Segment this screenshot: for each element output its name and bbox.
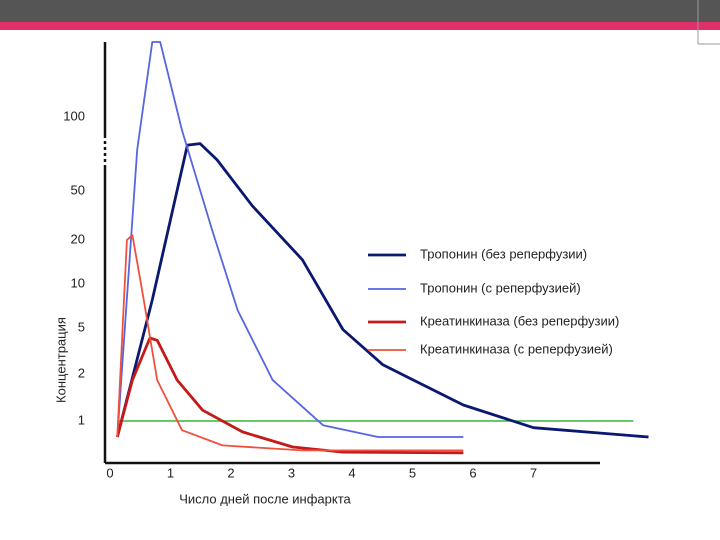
x-tick-label: 0 <box>106 465 113 480</box>
series-line <box>116 41 464 438</box>
legend-label: Тропонин (с реперфузией) <box>420 280 581 295</box>
x-tick-label: 6 <box>469 465 476 480</box>
accent-strip <box>0 22 720 30</box>
legend-label: Тропонин (без реперфузии) <box>420 246 587 261</box>
x-tick-label: 5 <box>409 465 416 480</box>
y-tick-label: 5 <box>78 319 85 334</box>
x-tick-label: 1 <box>167 465 174 480</box>
y-axis-label: Концентрация <box>53 317 68 403</box>
y-tick-label: 20 <box>71 231 85 246</box>
x-tick-label: 4 <box>348 465 355 480</box>
y-tick-label: 2 <box>78 365 85 380</box>
x-tick-label: 7 <box>530 465 537 480</box>
legend-label: Креатинкиназа (с реперфузией) <box>420 341 613 356</box>
x-tick-label: 3 <box>288 465 295 480</box>
y-tick-label: 10 <box>71 275 85 290</box>
legend-label: Креатинкиназа (без реперфузии) <box>420 313 619 328</box>
x-tick-label: 2 <box>227 465 234 480</box>
x-axis-label: Число дней после инфаркта <box>179 491 351 506</box>
y-tick-label: 1 <box>78 412 85 427</box>
top-bar <box>0 0 720 22</box>
series-line <box>116 234 464 452</box>
y-tick-label: 100 <box>63 108 85 123</box>
y-tick-label: 50 <box>71 182 85 197</box>
